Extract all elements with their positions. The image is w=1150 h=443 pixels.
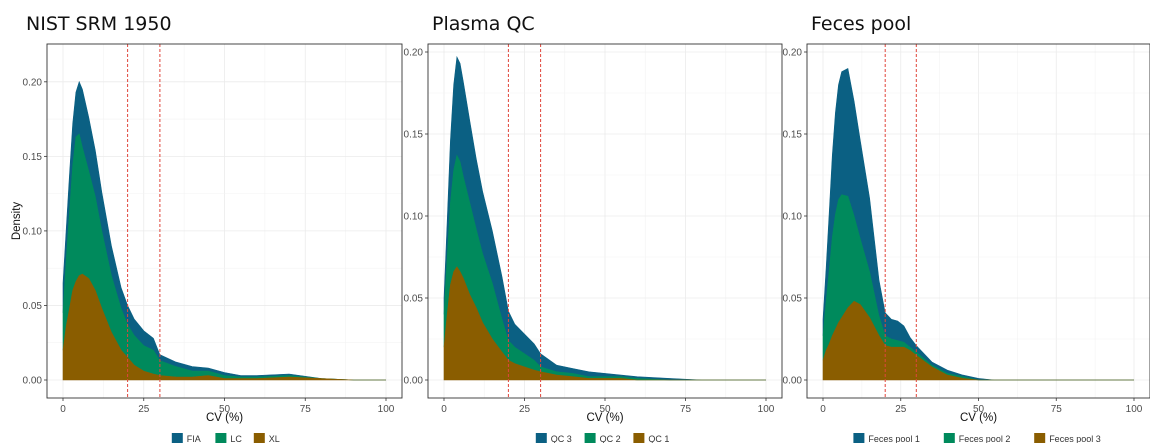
legend-label: QC 2 xyxy=(600,434,621,443)
legend-swatch xyxy=(853,433,865,443)
legend-label: QC 3 xyxy=(551,434,572,443)
y-tick-label: 0.20 xyxy=(404,48,424,59)
y-tick-label: 0.05 xyxy=(404,294,424,305)
x-tick-label: 0 xyxy=(60,404,66,415)
y-tick-label: 0.10 xyxy=(783,212,803,223)
panel-3: Feces pool 0.00 0.05 0.10 0.15 0.20 0 25 50 75 100… xyxy=(783,13,1150,443)
legend-swatch xyxy=(253,433,265,443)
legend-swatch xyxy=(633,433,645,443)
x-tick-label: 100 xyxy=(758,404,775,415)
x-axis-label: CV (%) xyxy=(960,412,997,424)
x-tick-label: 100 xyxy=(1126,404,1143,415)
legend-swatch xyxy=(535,433,547,443)
legend-label: Feces pool 2 xyxy=(959,434,1011,443)
density-area-qc-1 xyxy=(443,266,766,381)
legend-swatch xyxy=(943,433,955,443)
legend-swatch xyxy=(215,433,227,443)
legend-label: XL xyxy=(269,434,280,443)
x-tick-label: 100 xyxy=(378,404,395,415)
x-tick-label: 25 xyxy=(138,404,150,415)
density-areas xyxy=(62,80,386,381)
legend: QC 3 QC 2 QC 1 xyxy=(535,433,669,443)
density-areas xyxy=(443,55,766,381)
y-tick-label: 0.05 xyxy=(23,301,43,312)
x-tick-label: 50 xyxy=(599,404,611,415)
x-tick-label: 75 xyxy=(1051,404,1063,415)
y-tick-label: 0.20 xyxy=(783,48,803,59)
legend-swatch xyxy=(1034,433,1046,443)
legend-swatch xyxy=(171,433,183,443)
legend-label: LC xyxy=(230,434,242,443)
x-tick-label: 25 xyxy=(895,404,907,415)
density-area-feces-pool-3 xyxy=(822,300,1134,381)
density-areas xyxy=(822,67,1134,381)
y-tick-label: 0.20 xyxy=(23,77,43,88)
legend-swatch xyxy=(584,433,596,443)
y-tick-label: 0.00 xyxy=(783,376,803,387)
y-tick-label: 0.15 xyxy=(23,152,43,163)
x-axis-label: CV (%) xyxy=(586,412,623,424)
y-tick-label: 0.15 xyxy=(783,130,803,141)
y-tick-label: 0.10 xyxy=(404,212,424,223)
panel-title: NIST SRM 1950 xyxy=(26,13,172,35)
panel-2: Plasma QC 0.00 0.05 0.10 0.15 0.20 0 25 50 75 100 C… xyxy=(404,13,783,443)
panel-title: Feces pool xyxy=(811,13,911,35)
x-tick-label: 25 xyxy=(519,404,531,415)
panel-title: Plasma QC xyxy=(432,13,535,35)
panel-1: NIST SRM 1950 0.00 0.05 0.10 0.15 0.20 0 25 50 75… xyxy=(11,13,403,443)
legend-label: Feces pool 3 xyxy=(1049,434,1101,443)
legend: Feces pool 1 Feces pool 2 Feces pool 3 xyxy=(853,433,1101,443)
x-tick-label: 0 xyxy=(441,404,447,415)
y-tick-label: 0.10 xyxy=(23,226,43,237)
x-axis-label: CV (%) xyxy=(206,412,243,424)
x-tick-label: 0 xyxy=(820,404,826,415)
y-tick-label: 0.00 xyxy=(23,376,43,387)
legend: FIA LC XL xyxy=(171,433,280,443)
density-area-xl xyxy=(62,273,386,381)
y-axis-label: Density xyxy=(11,202,23,241)
legend-label: QC 1 xyxy=(648,434,669,443)
y-tick-label: 0.00 xyxy=(404,376,424,387)
x-tick-label: 50 xyxy=(973,404,985,415)
legend-label: Feces pool 1 xyxy=(868,434,920,443)
x-tick-label: 75 xyxy=(680,404,692,415)
y-tick-label: 0.05 xyxy=(783,294,803,305)
x-tick-label: 50 xyxy=(219,404,231,415)
x-tick-label: 75 xyxy=(300,404,312,415)
y-tick-label: 0.15 xyxy=(404,130,424,141)
legend-label: FIA xyxy=(187,434,201,443)
